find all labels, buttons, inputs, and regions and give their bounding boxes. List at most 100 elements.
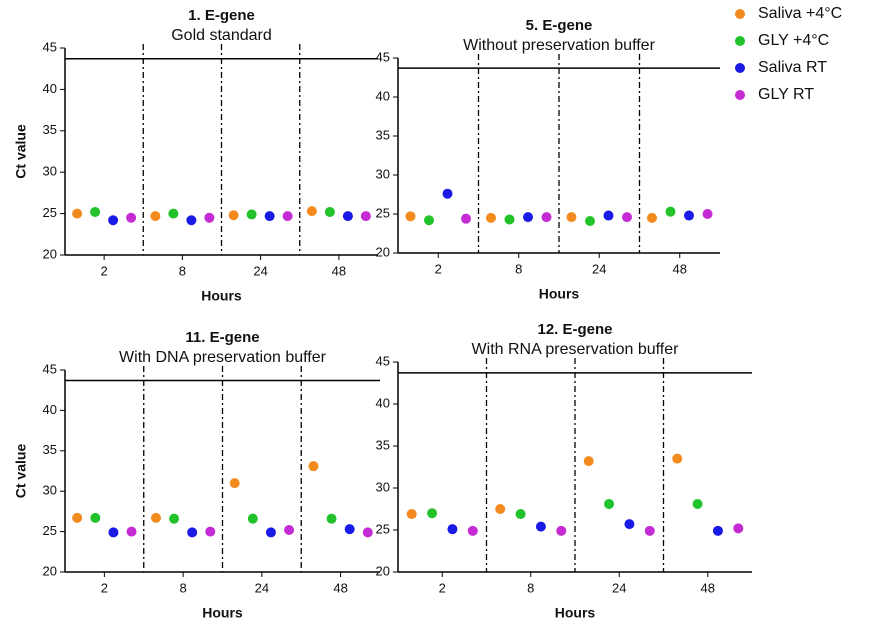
y-tick-label: 45	[376, 353, 390, 368]
y-tick-label: 25	[376, 205, 390, 220]
point	[523, 212, 534, 223]
point	[187, 527, 198, 538]
point	[485, 212, 496, 223]
point	[246, 209, 257, 220]
legend-label: Saliva RT	[758, 59, 827, 76]
x-tick-label: 48	[333, 580, 347, 595]
x-tick-label: 8	[527, 580, 534, 595]
point	[150, 512, 161, 523]
x-tick-label: 48	[332, 263, 346, 278]
y-tick-label: 35	[376, 437, 390, 452]
x-tick-label: 8	[515, 261, 522, 276]
y-tick-label: 30	[376, 479, 390, 494]
x-tick-label: 24	[253, 263, 267, 278]
y-tick-label: 45	[43, 39, 57, 54]
point	[712, 525, 723, 536]
point	[624, 519, 635, 530]
point	[108, 215, 119, 226]
x-axis-label: Hours	[539, 286, 580, 302]
y-tick-label: 35	[43, 442, 57, 457]
y-tick-label: 45	[376, 49, 390, 64]
point	[535, 521, 546, 532]
point	[684, 210, 695, 221]
point	[733, 523, 744, 534]
point	[204, 212, 215, 223]
y-tick-label: 20	[376, 244, 390, 259]
x-axis-label: Hours	[202, 605, 243, 621]
point	[665, 206, 676, 217]
y-axis-label: Ct value	[13, 444, 29, 499]
point	[406, 509, 417, 520]
x-tick-label: 24	[592, 261, 606, 276]
y-tick-label: 40	[43, 81, 57, 96]
point	[205, 526, 216, 537]
point	[168, 208, 179, 219]
x-tick-label: 24	[612, 580, 626, 595]
chart-title: 1. E-gene	[188, 7, 255, 24]
point	[342, 211, 353, 222]
point	[308, 461, 319, 472]
x-axis-label: Hours	[201, 288, 242, 304]
point	[461, 213, 472, 224]
point	[306, 206, 317, 217]
y-tick-label: 30	[376, 166, 390, 181]
point	[229, 478, 240, 489]
legend-label: Saliva +4°C	[758, 5, 842, 22]
legend-marker	[735, 63, 745, 73]
point	[447, 524, 458, 535]
point	[604, 498, 615, 509]
y-tick-label: 20	[43, 563, 57, 578]
point	[360, 211, 371, 222]
legend-marker	[735, 36, 745, 46]
x-tick-label: 8	[180, 580, 187, 595]
legend-marker	[735, 9, 745, 19]
point	[405, 211, 416, 222]
y-tick-label: 40	[376, 88, 390, 103]
point	[646, 212, 657, 223]
x-tick-label: 2	[101, 580, 108, 595]
point	[126, 212, 137, 223]
point	[169, 513, 180, 524]
point	[344, 524, 355, 535]
legend-label: GLY RT	[758, 86, 814, 103]
y-tick-label: 35	[43, 122, 57, 137]
chart-title: 11. E-gene	[185, 329, 259, 346]
legend-marker	[735, 90, 745, 100]
x-tick-label: 8	[179, 263, 186, 278]
point	[515, 509, 526, 520]
y-tick-label: 30	[43, 164, 57, 179]
y-tick-label: 25	[43, 523, 57, 538]
point	[326, 513, 337, 524]
point	[324, 206, 335, 217]
chart-title: 12. E-gene	[537, 321, 612, 338]
point	[692, 498, 703, 509]
x-axis-label: Hours	[555, 605, 596, 621]
point	[644, 525, 655, 536]
point	[427, 508, 438, 519]
point	[467, 525, 478, 536]
y-tick-label: 45	[43, 361, 57, 376]
chart-subtitle: With DNA preservation buffer	[119, 349, 327, 366]
chart-subtitle: Without preservation buffer	[463, 37, 655, 54]
point	[442, 188, 453, 199]
point	[72, 512, 83, 523]
point	[150, 211, 161, 222]
point	[702, 209, 713, 219]
point	[247, 513, 258, 524]
point	[495, 504, 506, 514]
point	[566, 212, 577, 223]
legend-label: GLY +4°C	[758, 32, 829, 49]
point	[90, 206, 101, 217]
x-tick-label: 48	[673, 261, 687, 276]
point	[362, 527, 373, 538]
y-tick-label: 25	[376, 521, 390, 536]
point	[186, 215, 197, 226]
point	[541, 212, 552, 223]
point	[423, 215, 434, 226]
point	[603, 210, 614, 221]
x-tick-label: 24	[255, 580, 269, 595]
y-tick-label: 20	[376, 563, 390, 578]
point	[108, 527, 119, 538]
